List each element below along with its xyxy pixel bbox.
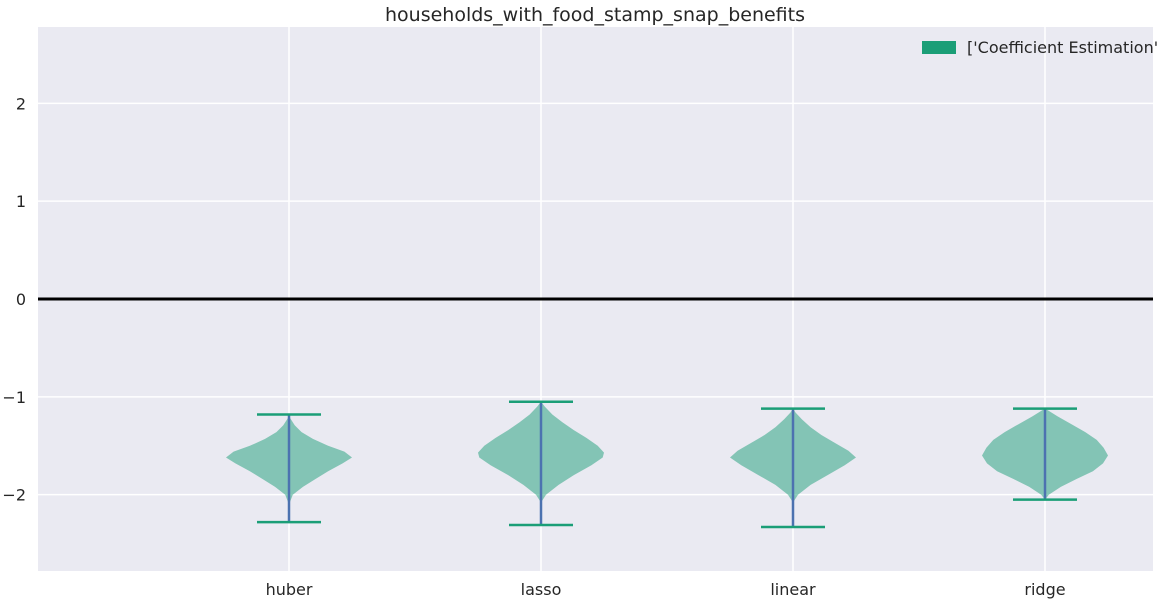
y-tick-label: −2 [2,486,26,505]
chart-title: households_with_food_stamp_snap_benefits [385,4,805,26]
y-tick-labels: −2 −1 0 1 2 [2,94,26,504]
x-tick-label: huber [266,580,313,599]
x-tick-labels: huber lasso linear ridge [266,580,1066,599]
legend-swatch [922,41,956,54]
x-tick-label: ridge [1024,580,1065,599]
legend-label: ['Coefficient Estimation'] [967,38,1159,57]
y-tick-label: 2 [16,94,26,113]
x-tick-label: lasso [521,580,562,599]
y-tick-label: 1 [16,192,26,211]
y-tick-label: 0 [16,290,26,309]
violin-layer [226,400,1108,529]
x-tick-label: linear [770,580,816,599]
legend: ['Coefficient Estimation'] [922,38,1159,57]
y-tick-label: −1 [2,388,26,407]
